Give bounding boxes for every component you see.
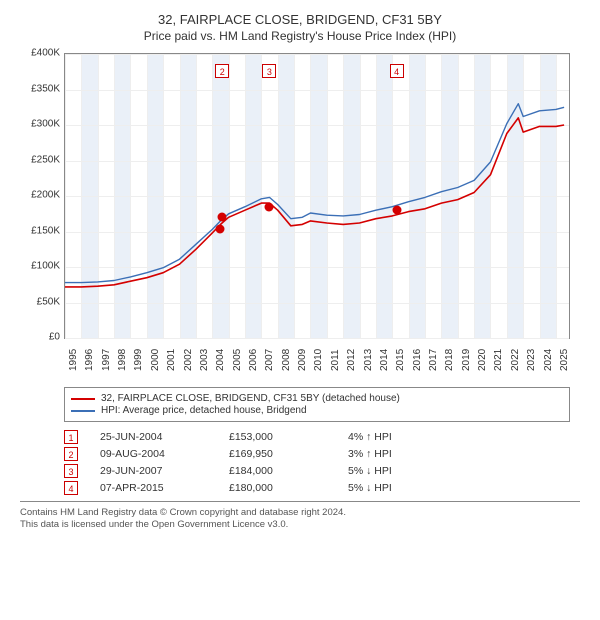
x-axis-label: 1998: [117, 349, 128, 371]
chart: 2 3 4 £0 £50K £100K £150K £200K £250K £300K £350K…: [20, 49, 580, 379]
x-axis-label: 1999: [133, 349, 144, 371]
x-axis-label: 2009: [297, 349, 308, 371]
transaction-date: 25-JUN-2004: [92, 431, 215, 443]
price-marker-label: 3: [262, 64, 276, 78]
y-axis-label: £250K: [20, 154, 60, 165]
x-axis-label: 2013: [363, 349, 374, 371]
x-axis-label: 2002: [183, 349, 194, 371]
price-marker: [265, 203, 274, 212]
x-axis-label: 2008: [281, 349, 292, 371]
x-axis-label: 2016: [412, 349, 423, 371]
series-property: [65, 118, 564, 287]
x-axis-label: 2003: [199, 349, 210, 371]
x-axis-label: 2015: [395, 349, 406, 371]
transaction-price: £180,000: [229, 482, 334, 494]
x-axis-label: 2018: [444, 349, 455, 371]
price-marker: [216, 225, 225, 234]
legend-label: HPI: Average price, detached house, Brid…: [101, 405, 307, 416]
footer-line1: Contains HM Land Registry data © Crown c…: [20, 507, 580, 518]
hgrid: [65, 338, 569, 339]
y-axis-label: £350K: [20, 83, 60, 94]
legend-item: 32, FAIRPLACE CLOSE, BRIDGEND, CF31 5BY …: [71, 393, 563, 404]
transaction-row: 1 25-JUN-2004 £153,000 4% ↑ HPI: [64, 430, 570, 444]
x-axis-label: 2007: [264, 349, 275, 371]
x-axis-label: 2020: [477, 349, 488, 371]
transaction-row: 4 07-APR-2015 £180,000 5% ↓ HPI: [64, 481, 570, 495]
x-axis-label: 2023: [526, 349, 537, 371]
footer: Contains HM Land Registry data © Crown c…: [20, 501, 580, 530]
price-marker: [392, 206, 401, 215]
y-axis-label: £0: [20, 332, 60, 343]
x-axis-label: 2024: [543, 349, 554, 371]
x-axis-label: 2012: [346, 349, 357, 371]
transaction-index: 1: [64, 430, 78, 444]
title-sub: Price paid vs. HM Land Registry's House …: [10, 29, 590, 43]
transaction-row: 2 09-AUG-2004 £169,950 3% ↑ HPI: [64, 447, 570, 461]
x-axis-label: 2004: [215, 349, 226, 371]
x-axis-label: 2019: [461, 349, 472, 371]
transaction-index: 2: [64, 447, 78, 461]
x-axis-label: 1996: [84, 349, 95, 371]
x-axis-label: 2001: [166, 349, 177, 371]
transaction-row: 3 29-JUN-2007 £184,000 5% ↓ HPI: [64, 464, 570, 478]
title-main: 32, FAIRPLACE CLOSE, BRIDGEND, CF31 5BY: [10, 12, 590, 27]
y-axis-label: £50K: [20, 296, 60, 307]
legend-item: HPI: Average price, detached house, Brid…: [71, 405, 563, 416]
price-marker: [218, 213, 227, 222]
y-axis-label: £300K: [20, 119, 60, 130]
x-axis-label: 1995: [68, 349, 79, 371]
x-axis-label: 2010: [313, 349, 324, 371]
series-hpi: [65, 104, 564, 283]
legend-swatch: [71, 410, 95, 412]
price-marker-label: 2: [215, 64, 229, 78]
transaction-hpi: 5% ↓ HPI: [348, 465, 453, 477]
x-axis-label: 2006: [248, 349, 259, 371]
x-axis-label: 2017: [428, 349, 439, 371]
transaction-index: 3: [64, 464, 78, 478]
x-axis-label: 2014: [379, 349, 390, 371]
y-axis-label: £200K: [20, 190, 60, 201]
x-axis-label: 1997: [101, 349, 112, 371]
legend-swatch: [71, 398, 95, 400]
y-axis-label: £400K: [20, 48, 60, 59]
y-axis-label: £150K: [20, 225, 60, 236]
transaction-price: £169,950: [229, 448, 334, 460]
transaction-date: 09-AUG-2004: [92, 448, 215, 460]
legend: 32, FAIRPLACE CLOSE, BRIDGEND, CF31 5BY …: [64, 387, 570, 422]
x-axis-label: 2025: [559, 349, 570, 371]
price-marker-label: 4: [390, 64, 404, 78]
plot-area: 2 3 4: [64, 53, 570, 339]
x-axis-label: 2005: [232, 349, 243, 371]
x-axis-label: 2021: [493, 349, 504, 371]
transaction-index: 4: [64, 481, 78, 495]
x-axis-label: 2011: [330, 349, 341, 371]
transaction-price: £153,000: [229, 431, 334, 443]
transaction-date: 07-APR-2015: [92, 482, 215, 494]
chart-lines: [65, 54, 569, 338]
transaction-date: 29-JUN-2007: [92, 465, 215, 477]
legend-label: 32, FAIRPLACE CLOSE, BRIDGEND, CF31 5BY …: [101, 393, 400, 404]
x-axis-label: 2022: [510, 349, 521, 371]
y-axis-label: £100K: [20, 261, 60, 272]
transaction-hpi: 3% ↑ HPI: [348, 448, 453, 460]
x-axis-label: 2000: [150, 349, 161, 371]
transaction-hpi: 4% ↑ HPI: [348, 431, 453, 443]
transaction-table: 1 25-JUN-2004 £153,000 4% ↑ HPI 2 09-AUG-2004…: [64, 430, 570, 495]
transaction-hpi: 5% ↓ HPI: [348, 482, 453, 494]
transaction-price: £184,000: [229, 465, 334, 477]
footer-line2: This data is licensed under the Open Gov…: [20, 519, 580, 530]
